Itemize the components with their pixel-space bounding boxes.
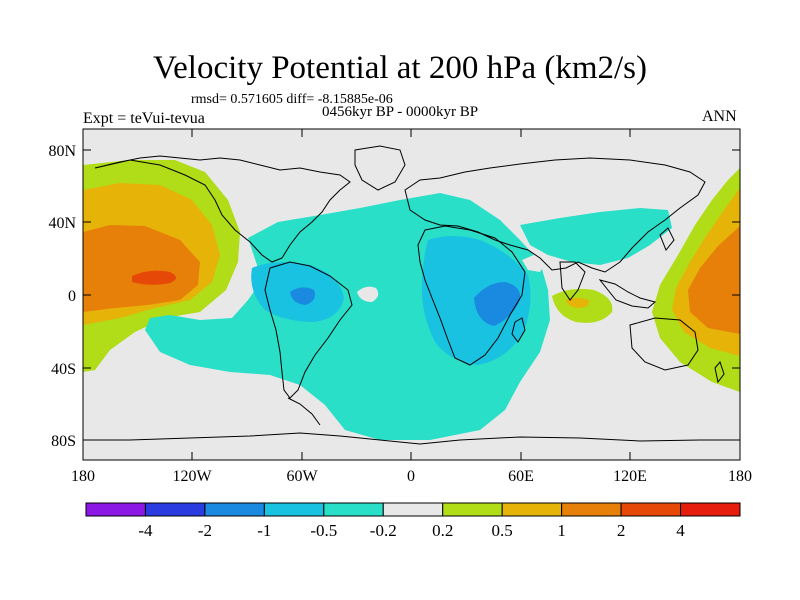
x-axis xyxy=(82,129,741,460)
indian-ocean-mid-region xyxy=(566,298,589,308)
colorbar-swatch xyxy=(442,502,503,517)
coastlines xyxy=(83,145,740,445)
period-label: 0456kyr BP - 0000kyr BP xyxy=(322,104,479,120)
neutral-hole-atlantic xyxy=(357,286,379,302)
colorbar-swatch xyxy=(620,502,682,517)
colorbar-label: -0.5 xyxy=(310,521,337,540)
x-tick-label-60w: 60W xyxy=(286,468,318,485)
y-tick-label-40n: 40N xyxy=(48,215,76,232)
map-plot-area xyxy=(83,129,740,460)
y-tick-label-0: 0 xyxy=(68,288,76,305)
y-axis xyxy=(83,149,740,441)
chart-title: Velocity Potential at 200 hPa (km2/s) xyxy=(152,50,648,86)
colorbar: -4 -2 -1 -0.5 -0.2 0.2 0.5 1 2 4 xyxy=(85,502,741,540)
y-tick-label-80n: 80N xyxy=(48,143,76,160)
asia-negative-region xyxy=(520,208,672,265)
x-tick-label-120w: 120W xyxy=(172,468,212,485)
x-tick-label-120e: 120E xyxy=(613,468,647,485)
y-tick-label-80s: 80S xyxy=(51,433,76,450)
colorbar-label: 4 xyxy=(676,521,685,540)
pacific-west-strong-region xyxy=(83,225,200,312)
colorbar-label: -1 xyxy=(257,521,271,540)
colorbar-swatch xyxy=(382,502,444,517)
africa-negative-strong-region xyxy=(474,282,521,326)
colorbar-swatch xyxy=(85,502,146,517)
colorbar-swatch xyxy=(144,502,206,517)
colorbar-label: -4 xyxy=(138,521,153,540)
season-label: ANN xyxy=(702,108,737,125)
x-tick-label-0: 0 xyxy=(407,468,415,485)
experiment-label: Expt = teVui-tevua xyxy=(83,110,205,127)
colorbar-swatch xyxy=(501,502,563,517)
x-tick-label-60e: 60E xyxy=(508,468,534,485)
colorbar-label: 1 xyxy=(557,521,566,540)
amazon-negative-strong-region xyxy=(290,287,315,305)
pacific-east-strong-region xyxy=(688,226,740,334)
colorbar-label: -0.2 xyxy=(370,521,397,540)
colorbar-label: 0.5 xyxy=(492,521,513,540)
pacific-west-max-region xyxy=(132,270,176,285)
colorbar-swatch xyxy=(204,502,265,517)
colorbar-label: 0.2 xyxy=(432,521,453,540)
x-tick-label-180e: 180 xyxy=(728,468,752,485)
colorbar-swatch xyxy=(680,502,741,517)
colorbar-label: -2 xyxy=(198,521,212,540)
colorbar-swatch xyxy=(561,502,622,517)
x-tick-label-180w: 180 xyxy=(71,468,95,485)
colorbar-swatch xyxy=(263,502,325,517)
colorbar-swatch xyxy=(323,502,384,517)
colorbar-label: 2 xyxy=(617,521,626,540)
stats-text: rmsd= 0.571605 diff= -8.15885e-06 xyxy=(191,92,393,107)
y-tick-label-40s: 40S xyxy=(51,361,76,378)
